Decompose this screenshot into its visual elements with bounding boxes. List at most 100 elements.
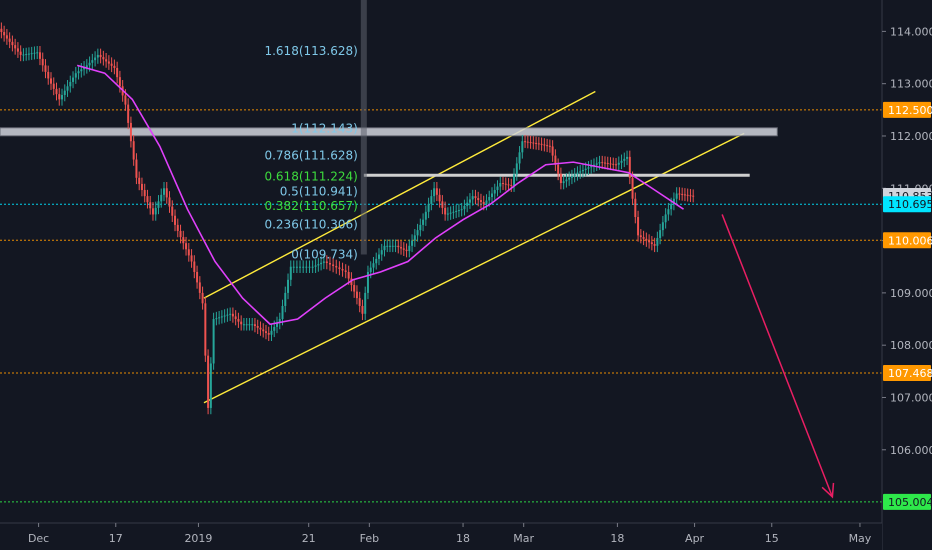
candle-body <box>419 224 422 231</box>
candle-body <box>504 183 507 185</box>
candle-body <box>289 266 292 280</box>
y-tick-label: 114.000 <box>890 25 932 38</box>
candle-body <box>72 77 75 82</box>
candle-body <box>85 65 88 68</box>
price-marker-label: 107.468 <box>888 367 932 380</box>
candle-body <box>521 141 524 153</box>
fib-label: 1(112.143) <box>291 122 358 136</box>
candle-body <box>637 217 640 236</box>
candle-body <box>262 329 265 332</box>
candle-body <box>380 250 383 255</box>
candle-body <box>49 78 52 84</box>
candle-body <box>88 62 91 66</box>
candle-body <box>617 162 620 165</box>
candle-body <box>322 261 325 263</box>
candle-body <box>110 63 113 66</box>
candle-body <box>19 51 22 55</box>
candle-body <box>595 163 598 165</box>
candle-body <box>338 267 341 269</box>
candle-body <box>515 163 518 175</box>
candle-body <box>251 324 254 326</box>
candle-body <box>140 183 143 191</box>
price-marker-badge <box>883 365 931 382</box>
candle-body <box>328 262 331 265</box>
candle-body <box>369 267 372 272</box>
candle-body <box>389 245 392 247</box>
candle-body <box>270 330 273 335</box>
candle-body <box>52 83 55 89</box>
candle-body <box>598 162 601 164</box>
candle-body <box>482 202 485 204</box>
candle-body <box>14 45 17 49</box>
candle-body <box>477 198 480 201</box>
candle-body <box>634 198 637 218</box>
candle-body <box>129 122 132 142</box>
candle-body <box>411 240 414 246</box>
candle-body <box>670 203 673 210</box>
candle-body <box>215 318 218 320</box>
candle-body <box>174 215 177 225</box>
candle-body <box>526 141 529 143</box>
candle-body <box>242 324 245 326</box>
candle-body <box>83 67 86 70</box>
candle-body <box>540 143 543 145</box>
candle-body <box>116 67 119 78</box>
candle-body <box>341 268 344 271</box>
candle-body <box>347 271 350 279</box>
candle-body <box>361 305 364 314</box>
candle-body <box>446 213 449 215</box>
candle-body <box>364 292 367 314</box>
candle-body <box>187 249 190 256</box>
candle-body <box>620 160 623 163</box>
y-tick-label: 108.000 <box>890 339 932 352</box>
candle-body <box>16 48 19 52</box>
candle-body <box>0 28 3 33</box>
candle-body <box>38 52 41 59</box>
candle-body <box>672 198 675 204</box>
candle-body <box>584 168 587 170</box>
candle-body <box>157 201 160 208</box>
channel-upper-line <box>203 90 596 299</box>
candle-body <box>135 159 138 178</box>
candle-body <box>562 181 565 184</box>
candle-body <box>44 65 47 72</box>
candle-body <box>284 292 287 306</box>
candle-body <box>165 188 168 198</box>
candle-body <box>245 324 248 326</box>
candle-body <box>190 255 193 262</box>
candle-body <box>424 211 427 220</box>
candle-body <box>692 195 695 197</box>
candle-body <box>3 32 6 36</box>
candle-body <box>256 326 259 328</box>
fib-label: 0.5(110.941) <box>280 184 358 198</box>
candle-body <box>220 316 223 318</box>
candle-body <box>237 319 240 322</box>
candle-body <box>355 291 358 299</box>
candle-body <box>408 245 411 252</box>
candle-body <box>471 196 474 200</box>
y-tick-label: 112.000 <box>890 130 932 143</box>
candle-body <box>207 355 210 408</box>
candle-body <box>204 303 207 356</box>
candle-body <box>30 53 33 55</box>
candle-body <box>132 141 135 160</box>
candle-body <box>308 266 311 268</box>
candle-body <box>631 177 634 199</box>
fib-label: 1.618(113.628) <box>264 44 357 58</box>
candle-body <box>253 324 256 327</box>
candle-body <box>99 54 102 58</box>
candle-body <box>496 186 499 191</box>
candle-body <box>124 95 127 105</box>
candle-body <box>33 52 36 54</box>
candle-body <box>413 235 416 241</box>
candle-body <box>435 188 438 195</box>
candle-body <box>449 212 452 214</box>
candle-body <box>77 71 80 74</box>
candle-body <box>535 142 538 144</box>
candle-body <box>281 305 284 320</box>
candle-body <box>438 194 441 202</box>
candle-body <box>590 166 593 168</box>
candle-body <box>433 188 436 197</box>
